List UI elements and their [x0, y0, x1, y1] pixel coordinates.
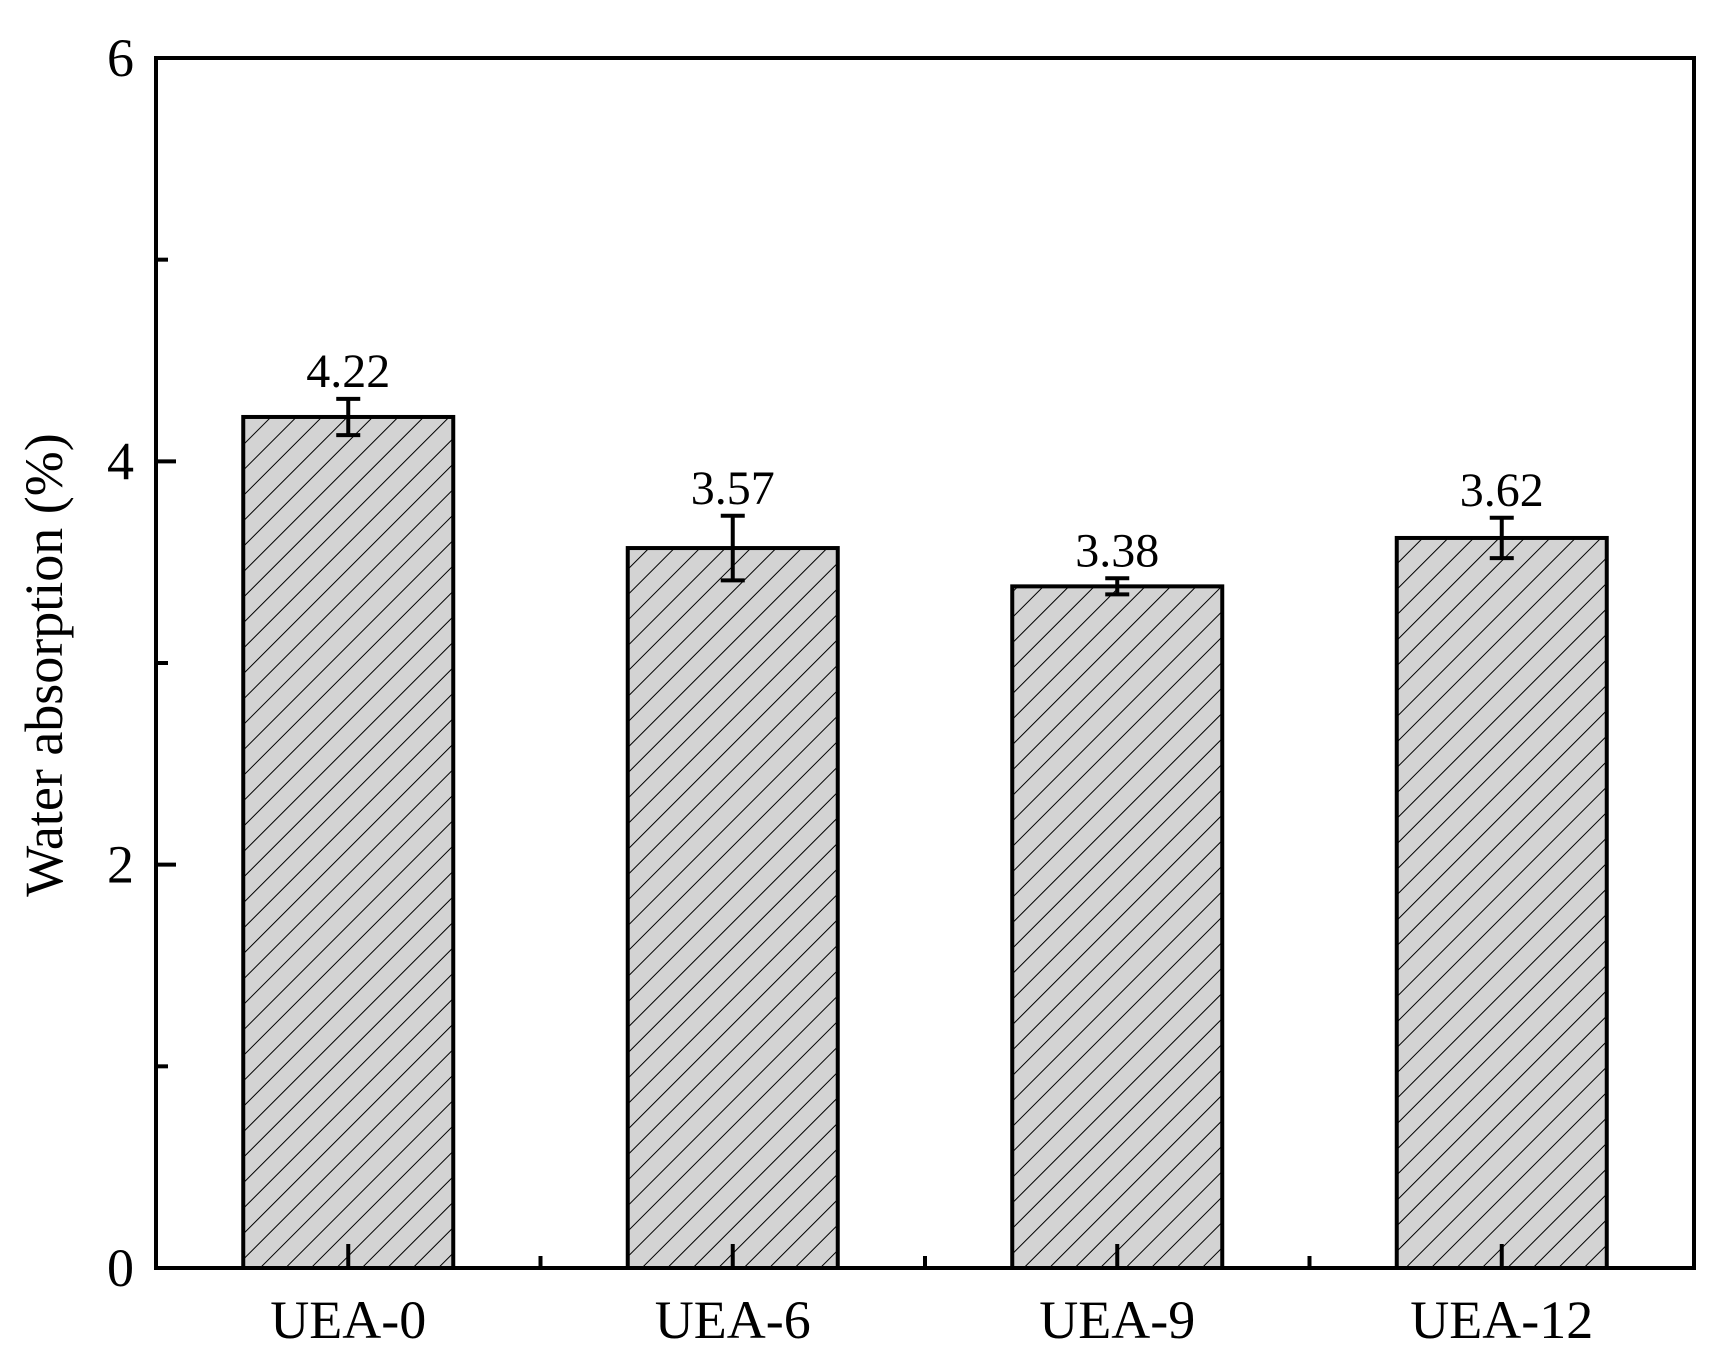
bar-uea-9	[1010, 584, 1225, 1270]
y-tick-label-0: 0	[107, 1238, 134, 1298]
y-axis-title: Water absorption (%)	[14, 433, 74, 896]
x-tick-label-uea-0: UEA-0	[270, 1290, 426, 1350]
bar-uea-12	[1394, 535, 1609, 1270]
x-tick-label-uea-12: UEA-12	[1410, 1290, 1593, 1350]
x-tick-label-uea-9: UEA-9	[1039, 1290, 1195, 1350]
labels-layer: 4.22 UEA-0 3.57 UEA-6 3.38 UEA-9 3.62 UEA-12 0 2 4…	[107, 28, 1593, 1350]
x-tick-label-uea-6: UEA-6	[655, 1290, 811, 1350]
bars-layer	[241, 396, 1609, 1270]
bar-uea-0	[241, 414, 456, 1270]
data-label-uea-12: 3.62	[1460, 464, 1544, 517]
axes-layer	[154, 56, 1696, 1270]
data-label-uea-0: 4.22	[306, 345, 390, 398]
bar-uea-6	[625, 546, 840, 1270]
y-tick-label-6: 6	[107, 28, 134, 88]
data-label-uea-9: 3.38	[1075, 524, 1159, 577]
y-tick-label-2: 2	[107, 835, 134, 895]
y-tick-label-4: 4	[107, 431, 134, 491]
data-label-uea-6: 3.57	[691, 462, 775, 515]
